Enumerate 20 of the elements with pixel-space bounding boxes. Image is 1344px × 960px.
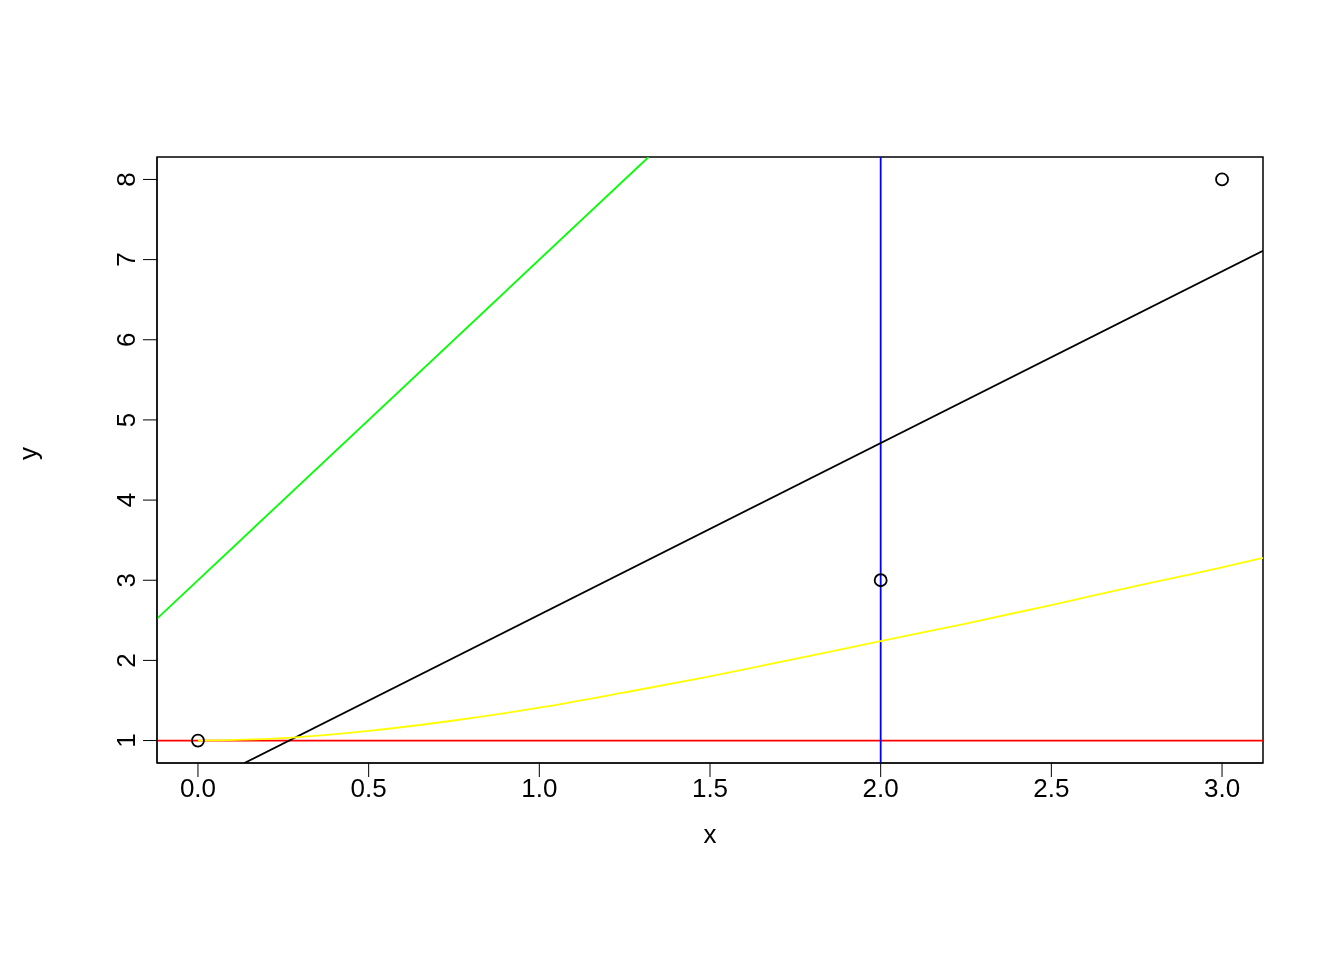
x-tick-label: 2.0 bbox=[862, 773, 899, 804]
y-tick-label: 5 bbox=[111, 412, 141, 428]
y-axis-title: y bbox=[13, 447, 44, 460]
point bbox=[873, 573, 888, 588]
x-tick-label: 0.5 bbox=[350, 773, 387, 804]
y-tick-label: 4 bbox=[111, 492, 141, 508]
x-tick-label: 0.0 bbox=[179, 773, 217, 804]
y-tick-label: 2 bbox=[111, 653, 141, 668]
y-tick-label: 7 bbox=[111, 252, 141, 267]
point bbox=[1215, 172, 1229, 187]
x-axis-title: x bbox=[703, 819, 717, 849]
x-tick-label: 2.5 bbox=[1033, 773, 1070, 804]
y-tick-label: 1 bbox=[111, 733, 141, 748]
point bbox=[191, 733, 205, 748]
y-tick-label: 6 bbox=[111, 332, 141, 347]
x-tick-label: 3.0 bbox=[1203, 773, 1241, 804]
x-tick-label: 1.5 bbox=[691, 773, 729, 804]
x-tick-label: 1.0 bbox=[521, 773, 558, 804]
y-tick-label: 8 bbox=[111, 172, 141, 187]
y-tick-label: 3 bbox=[111, 573, 141, 588]
